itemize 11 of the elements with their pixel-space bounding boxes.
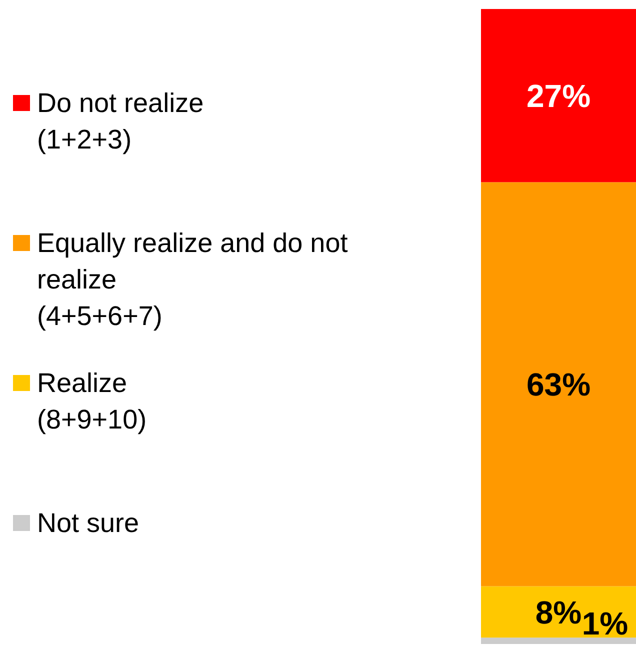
data-label: 27% bbox=[526, 78, 591, 114]
data-label: 1% bbox=[582, 606, 628, 642]
bar bbox=[481, 9, 636, 182]
bar bbox=[481, 638, 636, 644]
legend-label: Do not realize (1+2+3) bbox=[37, 88, 204, 154]
legend-label: Not sure bbox=[37, 508, 140, 538]
legend-label: Realize (8+9+10) bbox=[37, 368, 147, 434]
data-label: 63% bbox=[526, 366, 591, 403]
data-label: 8% bbox=[535, 594, 582, 630]
legend-label: Equally realize and do not realize (4+5+6+7) bbox=[37, 228, 348, 331]
bar bbox=[481, 182, 636, 586]
